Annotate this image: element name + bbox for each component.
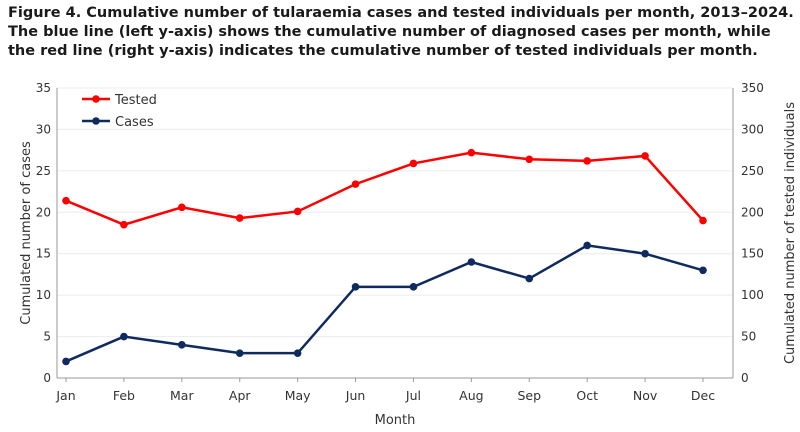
y-tick-label: 25 bbox=[36, 164, 51, 178]
y-axis-title: Cumulated number of cases bbox=[19, 141, 34, 325]
legend-label: Tested bbox=[114, 93, 157, 108]
y-tick-label: 0 bbox=[43, 371, 51, 385]
data-point-cases bbox=[699, 266, 707, 275]
x-tick-label: Feb bbox=[113, 388, 135, 403]
y2-tick-label: 100 bbox=[741, 288, 764, 302]
y2-tick-label: 300 bbox=[741, 122, 764, 136]
data-point-cases bbox=[120, 332, 128, 341]
legend-marker bbox=[92, 117, 100, 125]
data-point-cases bbox=[293, 349, 302, 357]
x-tick-label: Sep bbox=[517, 388, 541, 403]
data-point-tested bbox=[178, 203, 186, 212]
data-point-cases bbox=[178, 341, 186, 349]
data-point-tested bbox=[583, 157, 591, 165]
x-tick-label: Dec bbox=[691, 388, 715, 403]
x-tick-label: May bbox=[285, 388, 311, 403]
y-tick-label: 20 bbox=[36, 205, 51, 219]
data-point-tested bbox=[235, 214, 244, 222]
legend-label: Cases bbox=[115, 115, 154, 130]
y-tick-label: 5 bbox=[43, 330, 51, 344]
x-tick-label: Mar bbox=[170, 388, 194, 403]
series-line-tested bbox=[65, 151, 704, 227]
data-point-cases bbox=[583, 241, 591, 250]
data-point-cases bbox=[62, 357, 70, 366]
y2-tick-label: 250 bbox=[741, 164, 764, 178]
figure-caption: Figure 4. Cumulative number of tularaemi… bbox=[8, 5, 794, 59]
legend-marker bbox=[92, 95, 100, 103]
data-point-tested bbox=[409, 159, 418, 168]
series-line-cases bbox=[65, 244, 704, 363]
x-tick-label: Apr bbox=[229, 388, 251, 403]
y-tick-label: 30 bbox=[36, 122, 51, 136]
data-point-cases bbox=[467, 258, 476, 266]
x-tick-label: Nov bbox=[633, 388, 658, 403]
data-point-tested bbox=[62, 196, 70, 205]
y-tick-label: 15 bbox=[36, 247, 51, 261]
y-tick-label: 10 bbox=[36, 288, 51, 302]
data-point-tested bbox=[525, 155, 534, 164]
y2-tick-label: 150 bbox=[741, 247, 764, 261]
x-axis-title: Month bbox=[375, 413, 416, 428]
data-point-tested bbox=[120, 220, 128, 229]
data-point-tested bbox=[467, 148, 476, 157]
x-tick-label: Aug bbox=[459, 388, 483, 403]
y-tick-label: 35 bbox=[36, 81, 51, 95]
data-point-tested bbox=[641, 152, 649, 160]
data-point-cases bbox=[525, 274, 534, 283]
y2-tick-label: 50 bbox=[741, 330, 756, 344]
data-point-cases bbox=[235, 349, 244, 357]
x-tick-label: Jun bbox=[345, 388, 366, 403]
y2-tick-label: 200 bbox=[741, 205, 764, 219]
data-point-tested bbox=[293, 207, 302, 216]
y2-tick-label: 0 bbox=[741, 371, 749, 385]
data-point-tested bbox=[699, 216, 707, 225]
y2-tick-label: 350 bbox=[741, 81, 764, 95]
x-tick-label: Oct bbox=[576, 388, 598, 403]
x-tick-label: Jul bbox=[405, 388, 421, 403]
x-tick-label: Jan bbox=[55, 388, 75, 403]
data-point-tested bbox=[351, 180, 360, 188]
data-point-cases bbox=[409, 283, 418, 291]
data-point-cases bbox=[641, 249, 649, 258]
data-point-cases bbox=[351, 283, 360, 291]
y2-axis-title: Cumulated number of tested individuals bbox=[783, 102, 798, 364]
